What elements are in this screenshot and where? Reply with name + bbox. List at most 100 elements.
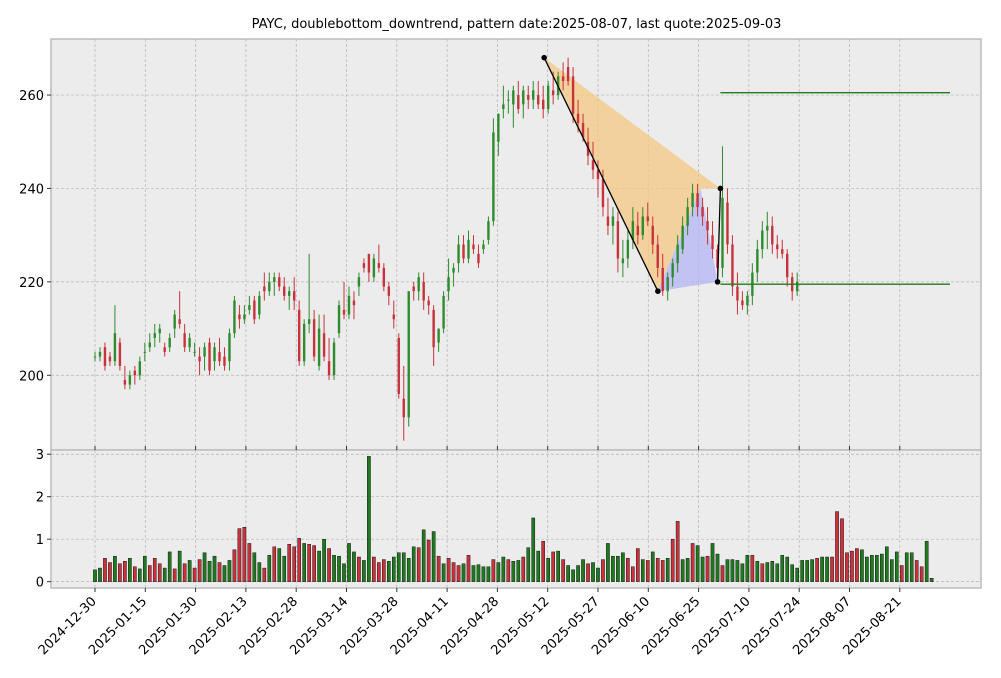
candle-body <box>671 263 674 278</box>
volume-bar <box>192 567 197 582</box>
candle-body <box>392 314 395 320</box>
candle-body <box>502 104 505 110</box>
volume-bar <box>496 562 501 582</box>
candle-body <box>233 300 236 334</box>
candle-body <box>686 207 689 226</box>
candle-body <box>756 249 759 273</box>
candle-body <box>726 202 729 245</box>
candle-body <box>761 230 764 250</box>
volume-bar <box>571 569 575 582</box>
candle-body <box>776 244 779 250</box>
candle-body <box>248 305 251 310</box>
volume-bar <box>491 559 496 582</box>
volume-bar <box>277 548 282 582</box>
volume-bar <box>128 558 132 582</box>
volume-y-tick-label: 0 <box>36 576 44 591</box>
pattern-point <box>714 279 721 285</box>
volume-bar <box>287 544 292 582</box>
volume-bar <box>347 543 351 582</box>
candle-body <box>706 221 709 231</box>
candle-body <box>432 309 435 348</box>
volume-bar <box>929 578 934 582</box>
candle-body <box>128 375 132 385</box>
candlestick-series <box>93 57 799 441</box>
volume-bar <box>725 559 730 582</box>
candle-body <box>253 300 256 320</box>
volume-bar <box>222 565 227 582</box>
candle-body <box>551 90 555 96</box>
candle-body <box>462 244 465 259</box>
volume-bar <box>252 552 257 582</box>
candle-body <box>288 291 291 296</box>
volume-bar <box>511 561 516 582</box>
volume-bar <box>690 543 695 582</box>
volume-bar <box>486 566 491 582</box>
volume-bar <box>616 555 620 582</box>
volume-bar <box>212 555 217 582</box>
candle-body <box>98 351 102 357</box>
volume-bar <box>332 555 336 582</box>
volume-bar <box>162 567 167 582</box>
candle-body <box>442 295 445 329</box>
volume-y-tick-label: 3 <box>36 448 44 463</box>
candle-body <box>312 319 316 357</box>
volume-bar <box>267 555 272 582</box>
volume-bar <box>845 552 849 582</box>
volume-bar <box>591 562 595 582</box>
volume-bar <box>292 546 297 582</box>
candle-body <box>382 267 386 287</box>
candle-body <box>611 216 615 226</box>
volume-bar <box>377 562 381 582</box>
candle-body <box>108 356 112 362</box>
volume-bar <box>675 521 680 582</box>
volume-bar <box>501 556 506 582</box>
volume-bar <box>262 567 267 582</box>
volume-bar <box>471 565 476 582</box>
volume-bar <box>586 563 590 582</box>
volume-bar <box>237 528 242 582</box>
volume-bar <box>655 558 660 582</box>
candle-body <box>153 333 156 338</box>
volume-bar <box>551 551 555 582</box>
candle-body <box>626 239 630 259</box>
volume-bar <box>715 553 720 582</box>
candle-body <box>527 95 530 100</box>
candle-body <box>492 132 495 222</box>
volume-y-tick-label: 1 <box>36 533 44 548</box>
volume-bar <box>382 559 386 582</box>
volume-bar <box>641 559 645 582</box>
candle-body <box>746 295 749 306</box>
volume-bar <box>810 559 814 582</box>
volume-bar <box>197 559 202 582</box>
candle-body <box>158 328 161 334</box>
volume-bar <box>775 563 780 582</box>
candle-body <box>367 253 371 273</box>
volume-bar <box>750 555 755 582</box>
candle-body <box>566 67 570 82</box>
volume-bar <box>182 563 187 582</box>
volume-bar <box>312 545 316 582</box>
candle-body <box>243 314 246 320</box>
candle-body <box>701 207 704 217</box>
volume-bar <box>924 541 929 582</box>
volume-bar <box>745 555 750 582</box>
volume-bar <box>904 552 909 582</box>
price-panel-background <box>50 38 982 451</box>
candle-body <box>616 221 620 259</box>
candle-body <box>397 337 400 394</box>
volume-bar <box>302 543 306 582</box>
volume-bar <box>531 517 536 582</box>
volume-bar <box>282 555 287 582</box>
volume-bar <box>785 556 790 582</box>
candle-body <box>731 244 734 287</box>
candle-body <box>721 197 724 268</box>
volume-bar <box>700 556 705 582</box>
volume-bar <box>446 558 451 582</box>
candle-body <box>173 314 176 329</box>
volume-bar <box>152 558 157 582</box>
volume-bar <box>118 563 122 582</box>
candle-body <box>278 277 281 287</box>
candle-body <box>362 263 366 268</box>
volume-bar <box>705 555 710 582</box>
